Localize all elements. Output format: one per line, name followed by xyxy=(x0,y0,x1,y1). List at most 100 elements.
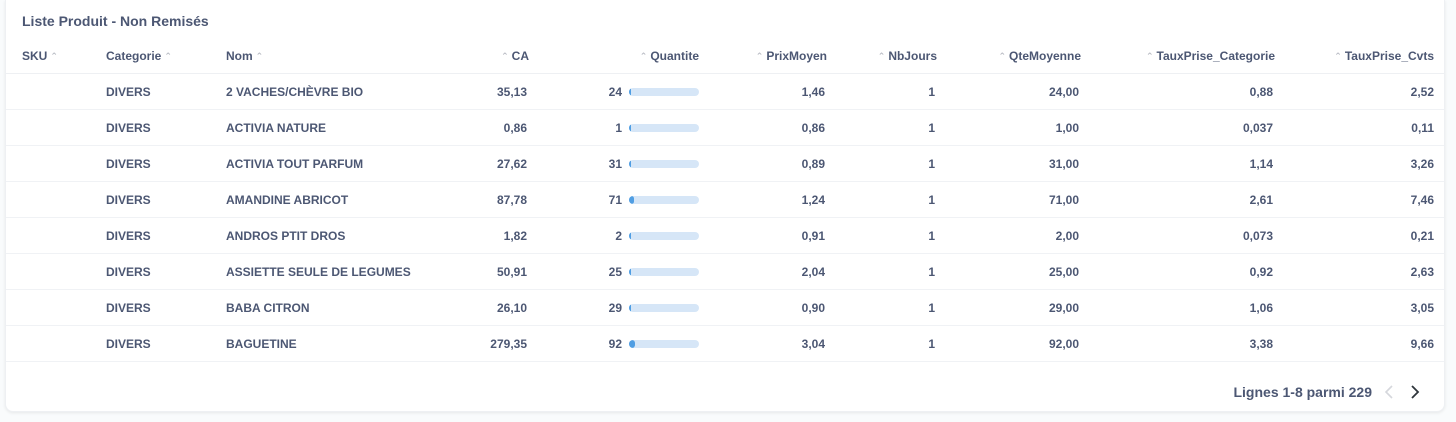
cell-tauxprise-cvts: 7,46 xyxy=(1275,181,1444,218)
table-row[interactable]: DIVERS BABA CITRON 26,10 29 0,90 1 29,00 1,06 3,… xyxy=(6,289,1444,326)
cell-qtemoyenne: 2,00 xyxy=(937,217,1081,254)
quantite-mini-bar xyxy=(629,123,699,132)
column-header-qtemoyenne[interactable]: ⌃ QteMoyenne xyxy=(937,38,1081,74)
quantite-value: 31 xyxy=(608,156,622,171)
cell-sku xyxy=(6,325,106,362)
column-label: TauxPrise_Categorie xyxy=(1156,48,1276,63)
quantite-value: 92 xyxy=(608,336,622,351)
quantite-mini-bar-fill xyxy=(629,159,632,168)
quantite-mini-bar xyxy=(629,339,699,348)
column-header-tauxprise-cvts[interactable]: ⌃ TauxPrise_Cvts xyxy=(1275,38,1444,74)
quantite-mini-bar-fill xyxy=(629,267,632,276)
table-row[interactable]: DIVERS 2 VACHES/CHÈVRE BIO 35,13 24 1,46 1 24,… xyxy=(6,73,1444,110)
cell-nom: BAGUETINE xyxy=(226,325,416,362)
cell-tauxprise-categorie: 0,88 xyxy=(1081,73,1275,110)
cell-categorie: DIVERS xyxy=(106,181,226,218)
cell-quantite: 2 xyxy=(529,217,699,254)
chevron-up-icon: ⌃ xyxy=(755,50,764,61)
column-header-quantite[interactable]: ⌃ Quantite xyxy=(529,38,699,74)
quantite-value: 24 xyxy=(608,84,622,99)
column-header-nom[interactable]: Nom ⌃ xyxy=(226,38,416,74)
quantite-cell: 31 xyxy=(529,157,699,171)
cell-nom: ACTIVIA NATURE xyxy=(226,109,416,146)
quantite-mini-bar xyxy=(629,87,699,96)
cell-nbjours: 1 xyxy=(827,325,937,362)
column-label: NbJours xyxy=(888,48,937,63)
cell-prixmoyen: 2,04 xyxy=(699,253,827,290)
quantite-cell: 29 xyxy=(529,301,699,315)
chevron-up-icon: ⌃ xyxy=(1145,50,1154,61)
cell-ca: 87,78 xyxy=(416,181,529,218)
cell-ca: 279,35 xyxy=(416,325,529,362)
quantite-mini-bar-fill xyxy=(629,195,634,204)
quantite-cell: 2 xyxy=(529,229,699,243)
table-row[interactable]: DIVERS ACTIVIA NATURE 0,86 1 0,86 1 1,00 0,037 0… xyxy=(6,109,1444,146)
cell-sku xyxy=(6,253,106,290)
quantite-cell: 71 xyxy=(529,193,699,207)
cell-categorie: DIVERS xyxy=(106,325,226,362)
cell-qtemoyenne: 92,00 xyxy=(937,325,1081,362)
table-row[interactable]: DIVERS ACTIVIA TOUT PARFUM 27,62 31 0,89 1 31,… xyxy=(6,145,1444,182)
cell-tauxprise-cvts: 3,26 xyxy=(1275,145,1444,182)
cell-categorie: DIVERS xyxy=(106,109,226,146)
chevron-up-icon: ⌃ xyxy=(501,50,509,61)
cell-tauxprise-cvts: 3,05 xyxy=(1275,289,1444,326)
quantite-cell: 24 xyxy=(529,85,699,99)
cell-tauxprise-cvts: 2,52 xyxy=(1275,73,1444,110)
table-row[interactable]: DIVERS AMANDINE ABRICOT 87,78 71 1,24 1 71,00 2… xyxy=(6,181,1444,218)
table-row[interactable]: DIVERS ASSIETTE SEULE DE LEGUMES 50,91 25 2,… xyxy=(6,253,1444,290)
cell-nbjours: 1 xyxy=(827,217,937,254)
table-body: DIVERS 2 VACHES/CHÈVRE BIO 35,13 24 1,46 1 24,… xyxy=(6,73,1444,362)
data-table: SKU ⌃ Categorie ⌃ Nom ⌃ ⌃ CA ⌃ Quantite ⌃ Prix… xyxy=(6,38,1444,362)
chevron-right-icon[interactable] xyxy=(1406,383,1424,401)
cell-nom: ANDROS PTIT DROS xyxy=(226,217,416,254)
quantite-mini-bar xyxy=(629,159,699,168)
cell-tauxprise-categorie: 1,14 xyxy=(1081,145,1275,182)
table-row[interactable]: DIVERS BAGUETINE 279,35 92 3,04 1 92,00 3,38 9,6… xyxy=(6,325,1444,362)
chevron-up-icon: ⌃ xyxy=(1334,50,1342,61)
header-row: SKU ⌃ Categorie ⌃ Nom ⌃ ⌃ CA ⌃ Quantite ⌃ Prix… xyxy=(6,38,1444,74)
cell-qtemoyenne: 25,00 xyxy=(937,253,1081,290)
column-label: PrixMoyen xyxy=(766,48,827,63)
column-header-tauxprise-categorie[interactable]: ⌃ TauxPrise_Categorie xyxy=(1081,38,1275,74)
cell-quantite: 71 xyxy=(529,181,699,218)
cell-qtemoyenne: 24,00 xyxy=(937,73,1081,110)
cell-quantite: 29 xyxy=(529,289,699,326)
cell-ca: 27,62 xyxy=(416,145,529,182)
cell-ca: 26,10 xyxy=(416,289,529,326)
quantite-mini-bar-fill xyxy=(629,123,632,132)
column-header-prixmoyen[interactable]: ⌃ PrixMoyen xyxy=(699,38,827,74)
column-header-categorie[interactable]: Categorie ⌃ xyxy=(106,38,226,74)
cell-nbjours: 1 xyxy=(827,145,937,182)
cell-nbjours: 1 xyxy=(827,73,937,110)
cell-tauxprise-categorie: 0,92 xyxy=(1081,253,1275,290)
cell-tauxprise-cvts: 0,21 xyxy=(1275,217,1444,254)
cell-prixmoyen: 1,46 xyxy=(699,73,827,110)
cell-tauxprise-categorie: 0,037 xyxy=(1081,109,1275,146)
column-header-nbjours[interactable]: ⌃ NbJours xyxy=(827,38,937,74)
cell-qtemoyenne: 71,00 xyxy=(937,181,1081,218)
column-label: Quantite xyxy=(650,48,699,63)
cell-categorie: DIVERS xyxy=(106,73,226,110)
cell-quantite: 24 xyxy=(529,73,699,110)
cell-qtemoyenne: 29,00 xyxy=(937,289,1081,326)
cell-prixmoyen: 0,91 xyxy=(699,217,827,254)
cell-prixmoyen: 1,24 xyxy=(699,181,827,218)
column-label: Nom xyxy=(226,48,253,63)
cell-sku xyxy=(6,145,106,182)
column-header-sku[interactable]: SKU ⌃ xyxy=(6,38,106,74)
quantite-value: 71 xyxy=(608,192,622,207)
cell-categorie: DIVERS xyxy=(106,217,226,254)
cell-nom: ASSIETTE SEULE DE LEGUMES xyxy=(226,253,416,290)
table-row[interactable]: DIVERS ANDROS PTIT DROS 1,82 2 0,91 1 2,00 0,07… xyxy=(6,217,1444,254)
column-label: Categorie xyxy=(106,48,162,63)
cell-sku xyxy=(6,181,106,218)
column-header-ca[interactable]: ⌃ CA xyxy=(416,38,529,74)
column-label: CA xyxy=(511,48,529,63)
column-label: SKU xyxy=(22,48,48,63)
cell-tauxprise-categorie: 2,61 xyxy=(1081,181,1275,218)
cell-quantite: 92 xyxy=(529,325,699,362)
chevron-left-icon[interactable] xyxy=(1380,383,1398,401)
cell-nbjours: 1 xyxy=(827,109,937,146)
chevron-up-icon: ⌃ xyxy=(50,50,58,61)
